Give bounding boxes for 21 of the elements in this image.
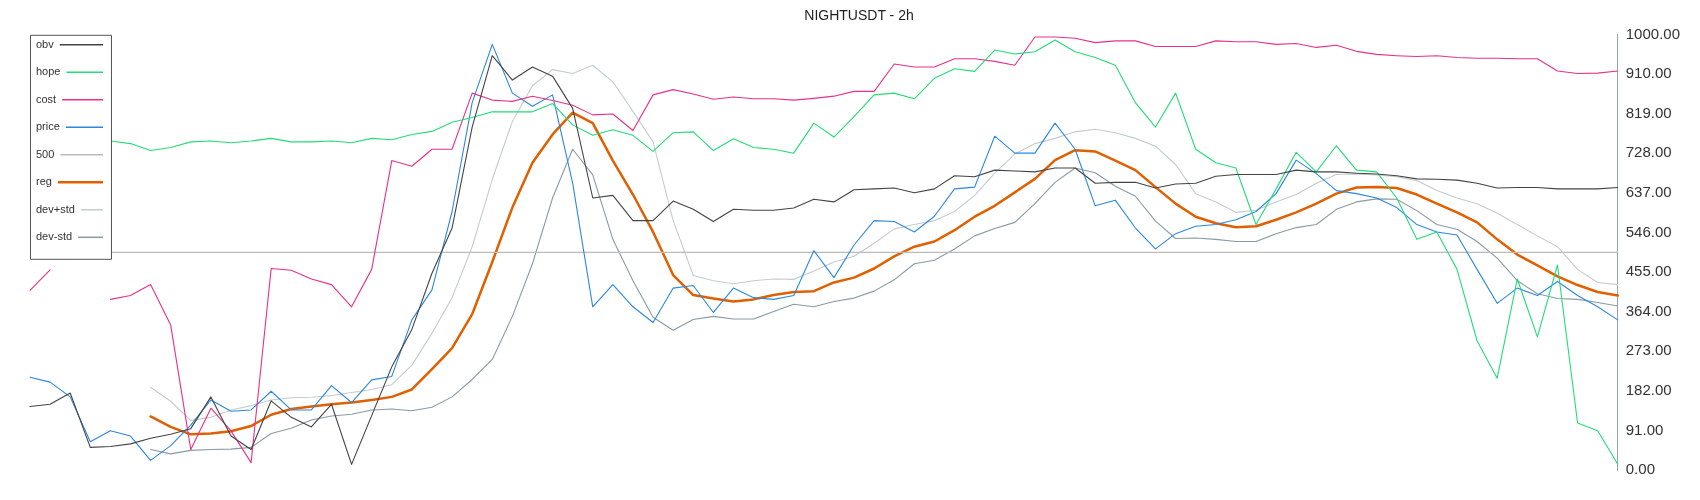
y-tick-label: 91.00 — [1625, 420, 1664, 438]
y-tick-label: 910.00 — [1625, 64, 1672, 82]
y-tick-label: 728.00 — [1625, 143, 1672, 161]
legend-label: 500 — [36, 147, 55, 160]
y-tick-label: 273.00 — [1625, 341, 1672, 359]
legend-label: dev+std — [36, 202, 75, 215]
legend-label: reg — [36, 175, 52, 188]
y-tick-label: 637.00 — [1625, 182, 1672, 200]
legend-label: price — [36, 120, 60, 133]
y-tick-label: 455.00 — [1625, 262, 1672, 280]
chart-title: NIGHTUSDT - 2h — [804, 7, 914, 24]
y-tick-label: 819.00 — [1625, 103, 1672, 121]
y-tick-label: 364.00 — [1625, 301, 1672, 319]
legend-label: hope — [36, 65, 61, 78]
y-tick-label: 1000.00 — [1625, 24, 1681, 42]
y-tick-label: 182.00 — [1625, 380, 1672, 398]
legend-label: dev-std — [36, 230, 73, 243]
y-tick-label: 546.00 — [1625, 222, 1672, 240]
y-tick-label: 0.00 — [1625, 460, 1655, 478]
legend-label: cost — [36, 92, 57, 105]
legend-label: obv — [36, 37, 55, 50]
